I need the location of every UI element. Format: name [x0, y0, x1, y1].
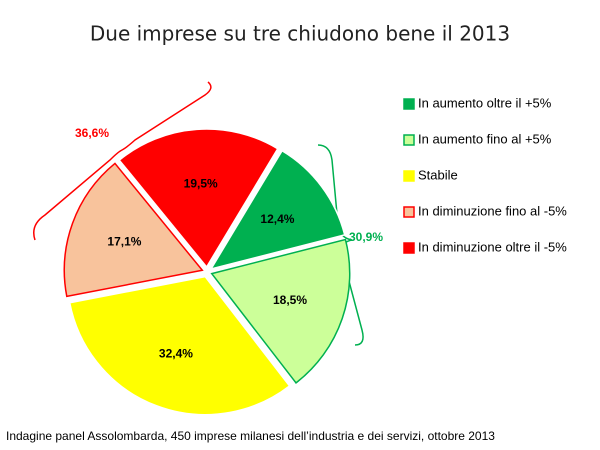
- pie-slice: [118, 128, 279, 269]
- legend-swatch: [403, 206, 415, 218]
- legend-label: In aumento oltre il +5%: [418, 95, 552, 110]
- legend-swatch: [403, 170, 415, 182]
- data-label: 12,4%: [260, 212, 294, 226]
- chart-title: Due imprese su tre chiudono bene il 2013: [90, 22, 510, 46]
- data-label: 32,4%: [159, 346, 193, 360]
- legend-swatch: [403, 134, 415, 146]
- legend-label: In diminuzione oltre il -5%: [418, 239, 567, 254]
- legend-swatch: [403, 98, 415, 110]
- data-label: 19,5%: [184, 177, 218, 191]
- bracket: [317, 144, 364, 346]
- legend-label: In diminuzione fino al -5%: [418, 203, 567, 218]
- annotation: 36,6%: [75, 126, 109, 140]
- footnote: Indagine panel Assolombarda, 450 imprese…: [6, 429, 495, 443]
- pie-slice: [68, 275, 291, 416]
- data-label: 17,1%: [107, 234, 141, 248]
- legend-swatch: [403, 242, 415, 254]
- pie-slice: [210, 238, 351, 384]
- bracket: [33, 81, 212, 241]
- data-label: 18,5%: [273, 293, 307, 307]
- pie-slice: [209, 149, 346, 271]
- annotation: 30,9%: [349, 230, 383, 244]
- pie-slice: [63, 162, 204, 298]
- legend-label: Stabile: [418, 167, 458, 182]
- legend-label: In aumento fino al +5%: [418, 131, 552, 146]
